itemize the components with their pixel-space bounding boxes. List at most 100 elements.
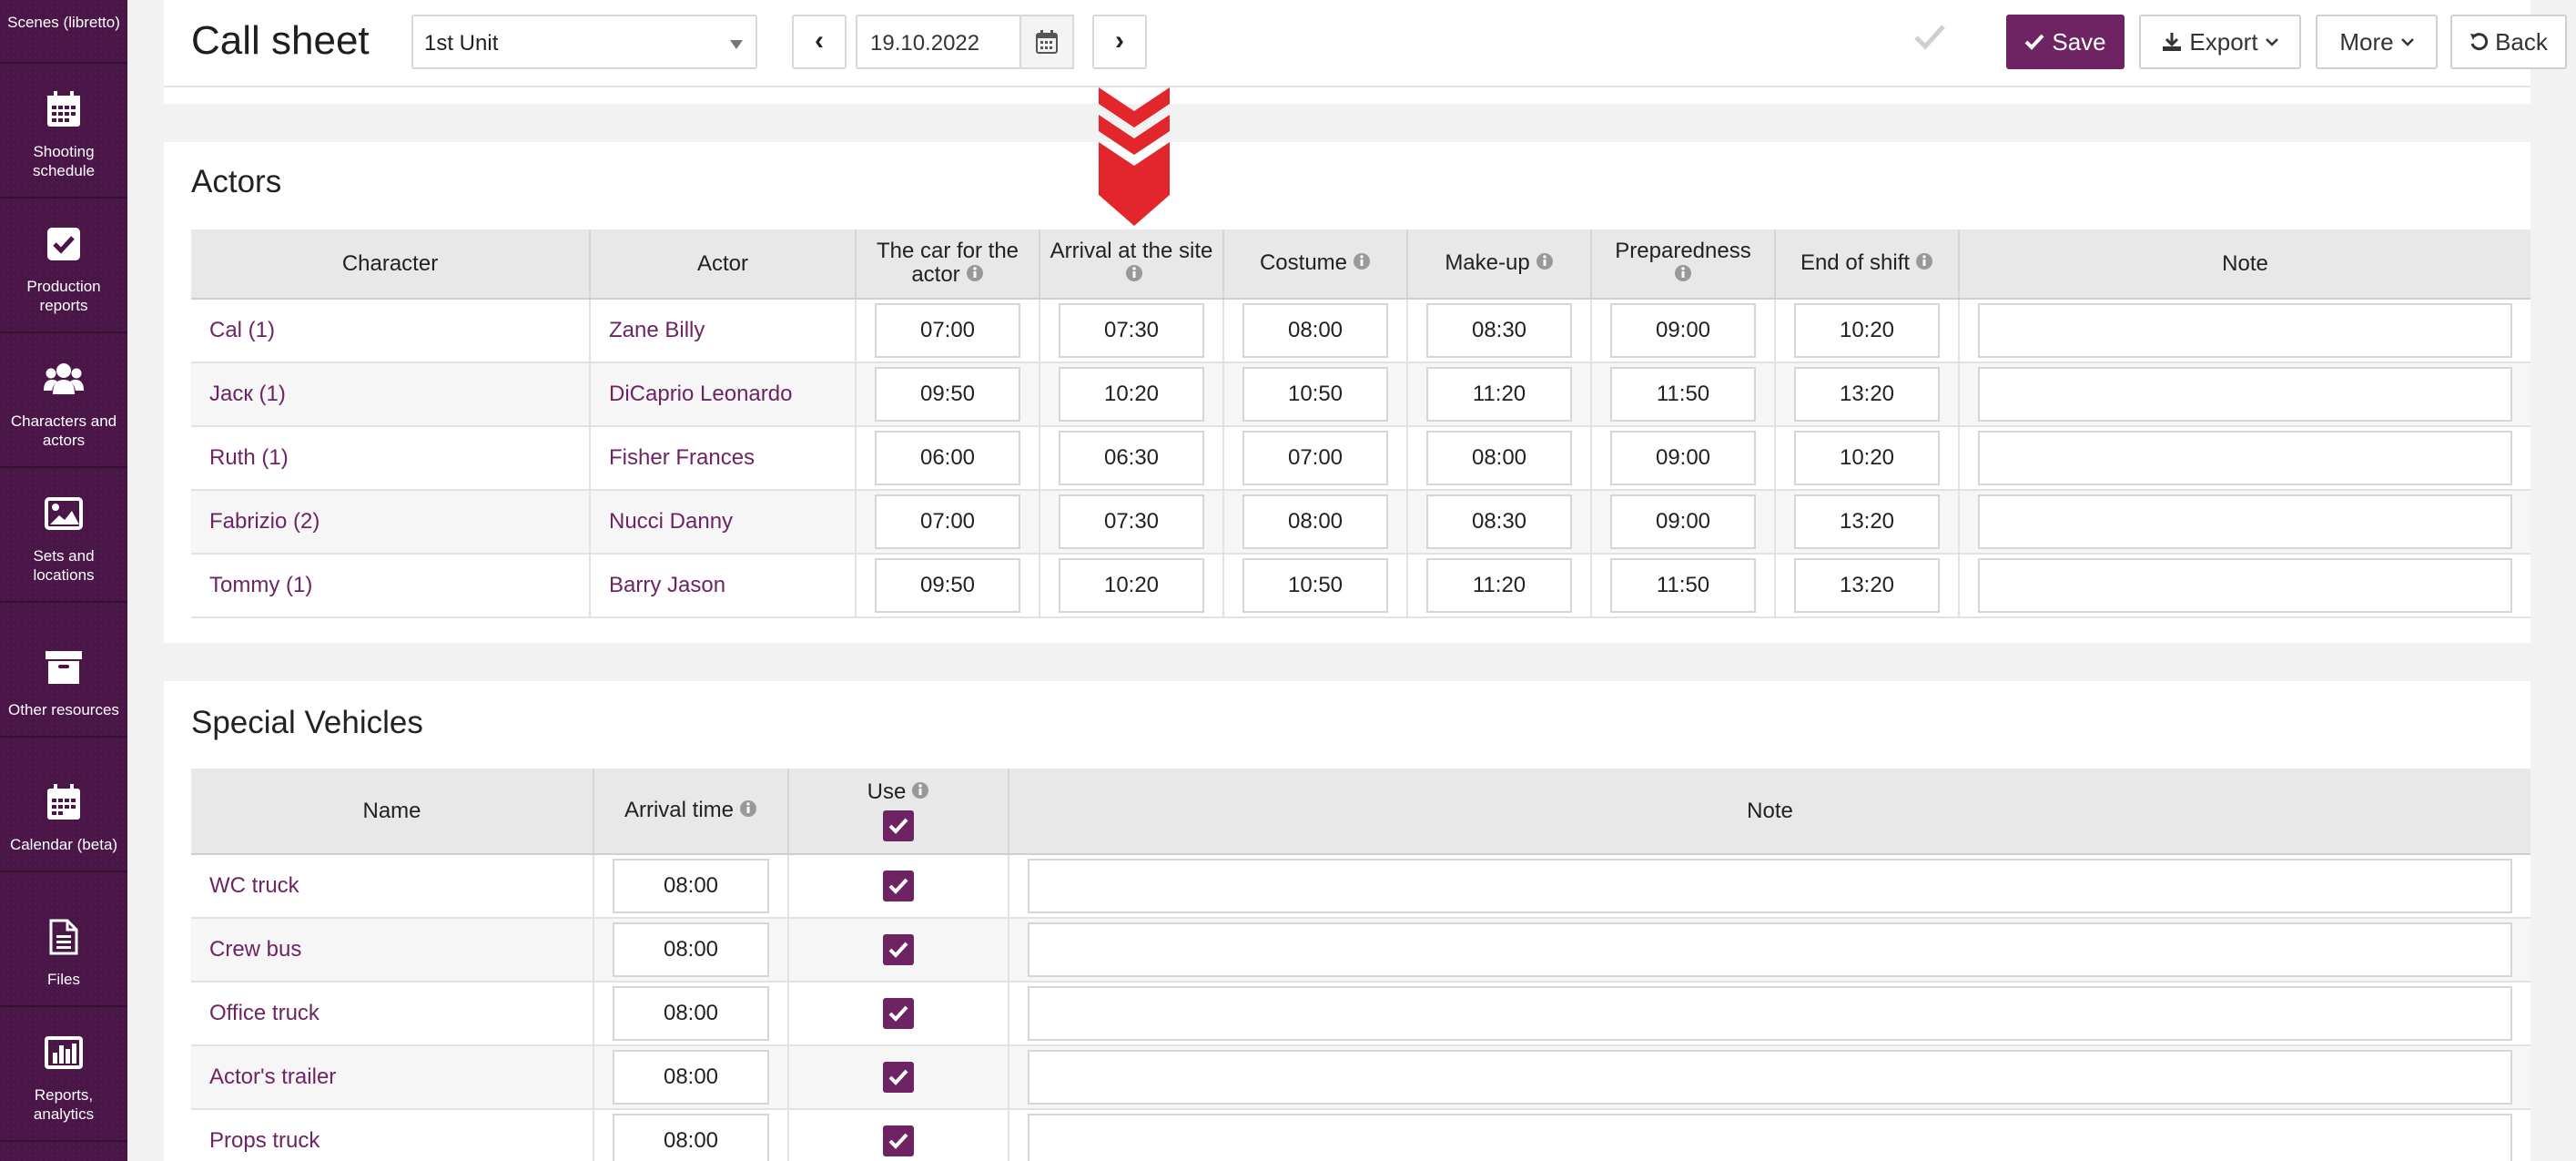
preparedness-cell: 09:00 (1591, 426, 1776, 491)
character-link[interactable]: Ruth (1) (209, 445, 289, 470)
info-icon[interactable] (1536, 252, 1554, 276)
back-button[interactable]: Back (2450, 15, 2567, 69)
arrival-time-input[interactable]: 07:30 (1059, 494, 1204, 549)
end-time-input[interactable]: 13:20 (1794, 367, 1940, 422)
arrival-time-input[interactable]: 08:00 (613, 1114, 769, 1161)
actor-link[interactable]: Zane Billy (609, 318, 705, 342)
info-icon[interactable] (966, 264, 984, 288)
info-icon[interactable] (1353, 252, 1371, 276)
info-icon[interactable] (1915, 252, 1933, 276)
calendar-button[interactable] (1019, 15, 1074, 69)
character-link[interactable]: Cal (1) (209, 318, 276, 342)
info-icon[interactable] (1674, 264, 1692, 288)
info-icon[interactable] (739, 799, 757, 823)
actor-link[interactable]: Nucci Danny (609, 509, 734, 534)
select-all-checkbox[interactable] (883, 810, 914, 841)
vehicles-table: Name Arrival time Use Note WC truck 08:00… (191, 769, 2530, 1161)
note-input[interactable] (1978, 558, 2512, 613)
sidebar-item-production-reports[interactable]: Production reports (0, 199, 127, 333)
vehicle-link[interactable]: Actor's trailer (209, 1064, 337, 1089)
note-input[interactable] (1978, 431, 2512, 485)
preparedness-time-input[interactable]: 11:50 (1610, 367, 1756, 422)
preparedness-time-input[interactable]: 09:00 (1610, 431, 1756, 485)
unit-select[interactable]: 1st Unit (411, 15, 757, 69)
vehicle-link[interactable]: WC truck (209, 873, 299, 898)
export-button[interactable]: Export (2139, 15, 2301, 69)
note-input[interactable] (1028, 922, 2512, 977)
use-checkbox[interactable] (883, 871, 914, 901)
preparedness-time-input[interactable]: 09:00 (1610, 303, 1756, 358)
arrival-time-input[interactable]: 10:20 (1059, 558, 1204, 613)
use-checkbox[interactable] (883, 1062, 914, 1093)
makeup-time-input[interactable]: 11:20 (1426, 367, 1572, 422)
column-header-costume: Costume (1222, 229, 1408, 300)
actor-link[interactable]: DiCaprio Leonardo (609, 382, 793, 406)
note-input[interactable] (1978, 303, 2512, 358)
vehicle-link[interactable]: Crew bus (209, 937, 302, 962)
use-cell (788, 1109, 1009, 1161)
car-time-input[interactable]: 09:50 (875, 558, 1020, 613)
car-time-input[interactable]: 09:50 (875, 367, 1020, 422)
makeup-time-input[interactable]: 11:20 (1426, 558, 1572, 613)
vehicle-link[interactable]: Office truck (209, 1001, 319, 1025)
use-checkbox[interactable] (883, 934, 914, 965)
end-time-input[interactable]: 10:20 (1794, 431, 1940, 485)
car-time-input[interactable]: 07:00 (875, 494, 1020, 549)
sidebar-item-reports[interactable]: Reports, analytics (0, 1007, 127, 1142)
sidebar-item-sets-locations[interactable]: Sets and locations (0, 468, 127, 603)
sidebar-item-characters-actors[interactable]: Characters and actors (0, 333, 127, 468)
preparedness-cell: 09:00 (1591, 299, 1776, 363)
costume-time-input[interactable]: 08:00 (1242, 494, 1388, 549)
arrival-time-input[interactable]: 06:30 (1059, 431, 1204, 485)
note-input[interactable] (1028, 986, 2512, 1041)
preparedness-time-input[interactable]: 09:00 (1610, 494, 1756, 549)
use-checkbox[interactable] (883, 998, 914, 1029)
sidebar-item-files[interactable]: Files (0, 872, 127, 1007)
prev-date-button[interactable]: ‹ (792, 15, 847, 69)
arrival-time-input[interactable]: 08:00 (613, 859, 769, 913)
more-button[interactable]: More (2316, 15, 2438, 69)
use-checkbox[interactable] (883, 1125, 914, 1156)
costume-cell: 10:50 (1223, 362, 1408, 427)
note-input[interactable] (1028, 859, 2512, 913)
arrival-time-input[interactable]: 08:00 (613, 1050, 769, 1105)
preparedness-time-input[interactable]: 11:50 (1610, 558, 1756, 613)
arrival-time-input[interactable]: 08:00 (613, 986, 769, 1041)
character-link[interactable]: Fabrizio (2) (209, 509, 320, 534)
sidebar-item-shooting-schedule[interactable]: Shooting schedule (0, 64, 127, 199)
actor-link[interactable]: Barry Jason (609, 573, 726, 597)
character-link[interactable]: Jacк (1) (209, 382, 286, 406)
arrival-time-input[interactable]: 07:30 (1059, 303, 1204, 358)
note-input[interactable] (1978, 494, 2512, 549)
arrival-time-input[interactable]: 08:00 (613, 922, 769, 977)
costume-time-input[interactable]: 08:00 (1242, 303, 1388, 358)
actor-link[interactable]: Fisher Frances (609, 445, 756, 470)
next-date-button[interactable]: › (1092, 15, 1147, 69)
end-time-input[interactable]: 13:20 (1794, 494, 1940, 549)
vehicle-link[interactable]: Props truck (209, 1128, 320, 1153)
sidebar-item-other-resources[interactable]: Other resources (0, 603, 127, 738)
car-time-input[interactable]: 07:00 (875, 303, 1020, 358)
info-icon[interactable] (911, 781, 929, 805)
note-input[interactable] (1978, 367, 2512, 422)
makeup-time-input[interactable]: 08:00 (1426, 431, 1572, 485)
makeup-time-input[interactable]: 08:30 (1426, 494, 1572, 549)
note-input[interactable] (1028, 1050, 2512, 1105)
date-input[interactable]: 19.10.2022 (856, 15, 1019, 69)
arrival-time-input[interactable]: 10:20 (1059, 367, 1204, 422)
sidebar-item-scenes[interactable]: Scenes (libretto) (0, 0, 127, 64)
character-link[interactable]: Tommy (1) (209, 573, 313, 597)
costume-time-input[interactable]: 07:00 (1242, 431, 1388, 485)
save-button[interactable]: Save (2006, 15, 2125, 69)
sidebar-item-calendar[interactable]: Calendar (beta) (0, 738, 127, 872)
end-time-input[interactable]: 13:20 (1794, 558, 1940, 613)
costume-time-input[interactable]: 10:50 (1242, 558, 1388, 613)
costume-time-input[interactable]: 10:50 (1242, 367, 1388, 422)
makeup-time-input[interactable]: 08:30 (1426, 303, 1572, 358)
actor-cell: Fisher Frances (590, 426, 857, 491)
note-input[interactable] (1028, 1114, 2512, 1161)
end-time-input[interactable]: 10:20 (1794, 303, 1940, 358)
arrival-cell: 07:30 (1040, 490, 1224, 555)
info-icon[interactable] (1125, 264, 1143, 288)
car-time-input[interactable]: 06:00 (875, 431, 1020, 485)
